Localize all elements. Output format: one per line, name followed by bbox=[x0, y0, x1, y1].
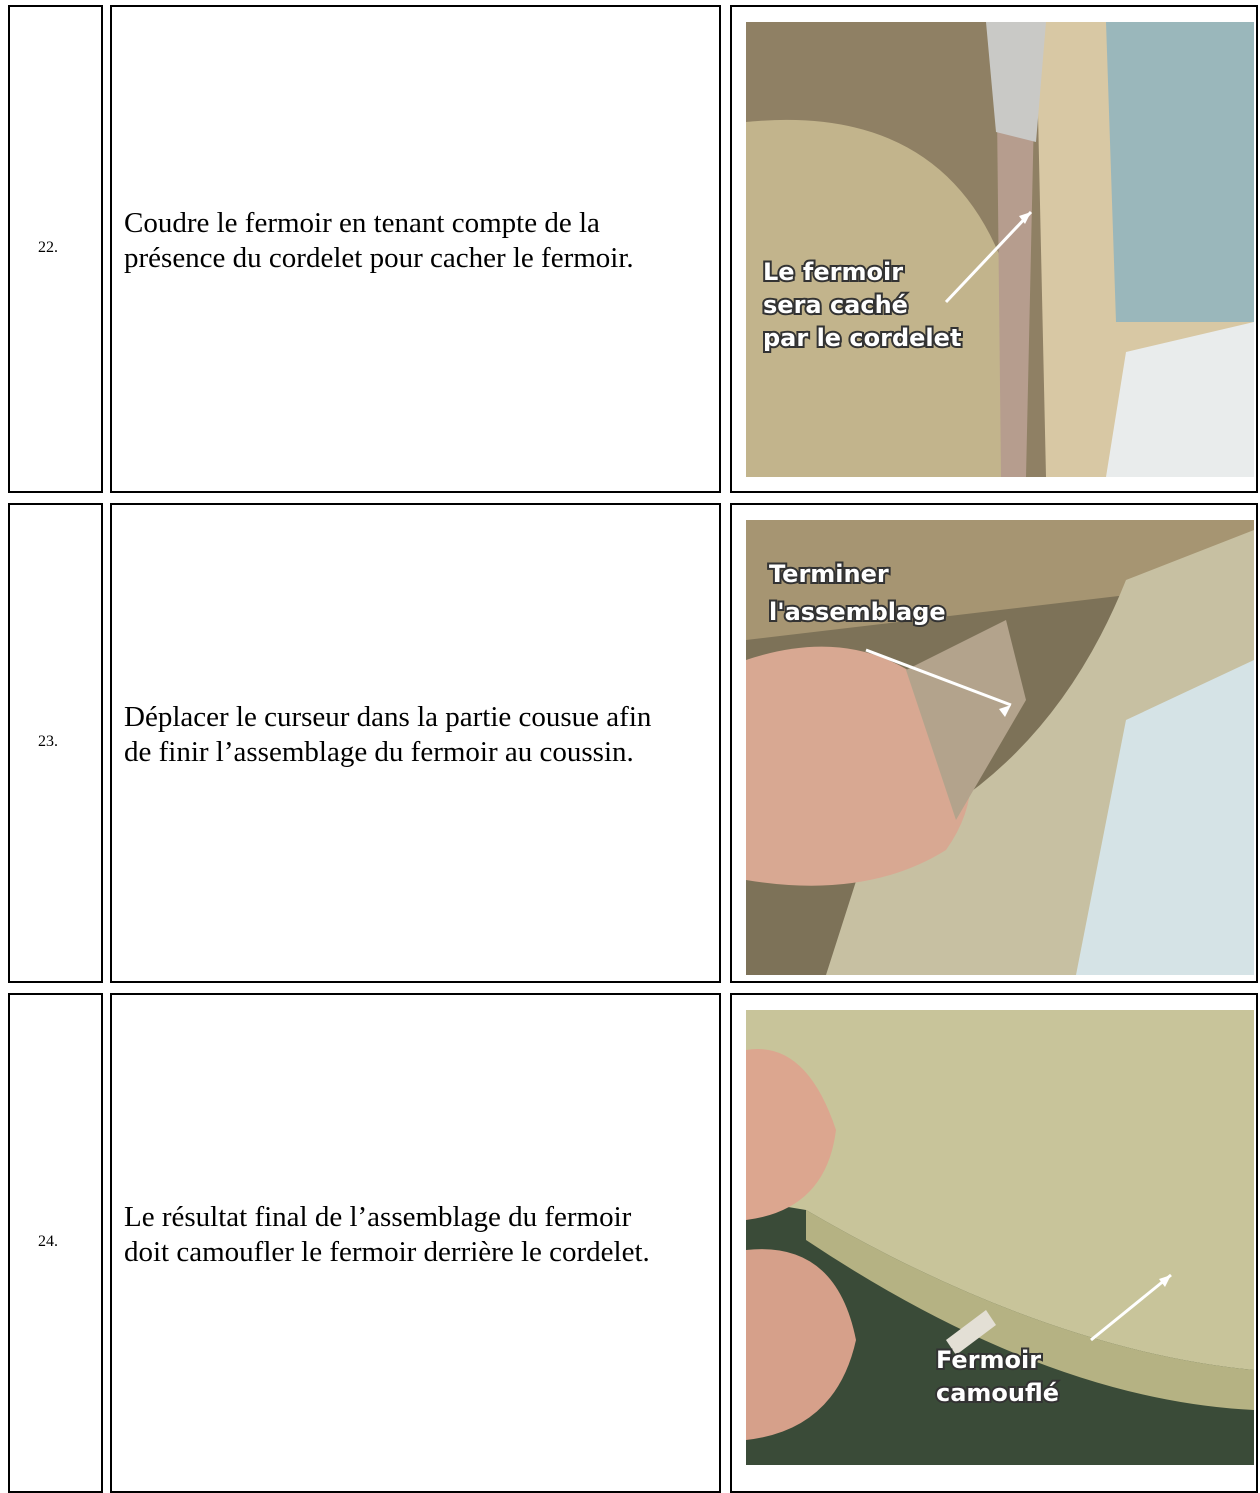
step-photo: Terminer l'assemblage bbox=[746, 520, 1254, 975]
photo-label: par le cordelet bbox=[763, 324, 961, 352]
photo-shape bbox=[906, 620, 1026, 820]
step-photo-cell: Fermoir camouflé bbox=[730, 993, 1258, 1493]
photo-shape bbox=[746, 1249, 856, 1440]
step-photo: Fermoir camouflé bbox=[746, 1010, 1254, 1465]
photo-shape bbox=[746, 1010, 1254, 1370]
photo-shape bbox=[1106, 22, 1254, 322]
arrow bbox=[944, 210, 1033, 304]
photo-label: sera caché bbox=[763, 291, 908, 319]
text-line: de finir l’assemblage du fermoir au cous… bbox=[124, 736, 634, 768]
photo-label: l'assemblage bbox=[769, 598, 946, 626]
step-text-cell: Coudre le fermoir en tenant compte de la… bbox=[110, 5, 721, 493]
step-number: 23. bbox=[38, 733, 58, 750]
step-number-cell: 22. bbox=[8, 5, 103, 493]
step-photo: Le fermoir sera caché par le cordelet bbox=[746, 22, 1254, 477]
text-line: Déplacer le curseur dans la partie cousu… bbox=[124, 701, 652, 733]
photo-label: Le fermoir bbox=[763, 258, 903, 286]
step-text-cell: Le résultat final de l’assemblage du fer… bbox=[110, 993, 721, 1493]
arrow-head bbox=[999, 705, 1011, 717]
photo-shape bbox=[806, 1210, 1254, 1410]
photo-shape bbox=[1106, 322, 1254, 477]
text-line: doit camoufler le fermoir derrière le co… bbox=[124, 1236, 650, 1268]
arrow-head bbox=[1159, 1275, 1171, 1287]
photo-label: Fermoir bbox=[936, 1346, 1041, 1374]
step-number: 24. bbox=[38, 1233, 58, 1250]
photo-shape bbox=[746, 520, 1254, 640]
photo-shape bbox=[946, 1310, 996, 1355]
text-line: présence du cordelet pour cacher le ferm… bbox=[124, 242, 634, 274]
photo-shape bbox=[746, 119, 1016, 477]
step-text: Déplacer le curseur dans la partie cousu… bbox=[124, 700, 651, 770]
arrow bbox=[1090, 1273, 1172, 1342]
arrow-head bbox=[1019, 212, 1031, 224]
photo-label: camouflé bbox=[936, 1379, 1059, 1407]
step-text: Le résultat final de l’assemblage du fer… bbox=[124, 1200, 650, 1270]
step-text: Coudre le fermoir en tenant compte de la… bbox=[124, 206, 634, 276]
photo-label: Terminer bbox=[769, 560, 889, 588]
step-text-cell: Déplacer le curseur dans la partie cousu… bbox=[110, 503, 721, 983]
photo-shape bbox=[746, 646, 971, 886]
step-photo-cell: Terminer l'assemblage bbox=[730, 503, 1258, 983]
text-line: Coudre le fermoir en tenant compte de la bbox=[124, 207, 600, 239]
step-number-cell: 24. bbox=[8, 993, 103, 1493]
step-number-cell: 23. bbox=[8, 503, 103, 983]
photo-shape bbox=[1076, 660, 1254, 975]
photo-shape bbox=[986, 22, 1046, 142]
step-photo-cell: Le fermoir sera caché par le cordelet bbox=[730, 5, 1258, 493]
step-number: 22. bbox=[38, 239, 58, 256]
text-line: Le résultat final de l’assemblage du fer… bbox=[124, 1201, 632, 1233]
photo-shape bbox=[746, 1049, 836, 1220]
arrow bbox=[865, 648, 1012, 707]
